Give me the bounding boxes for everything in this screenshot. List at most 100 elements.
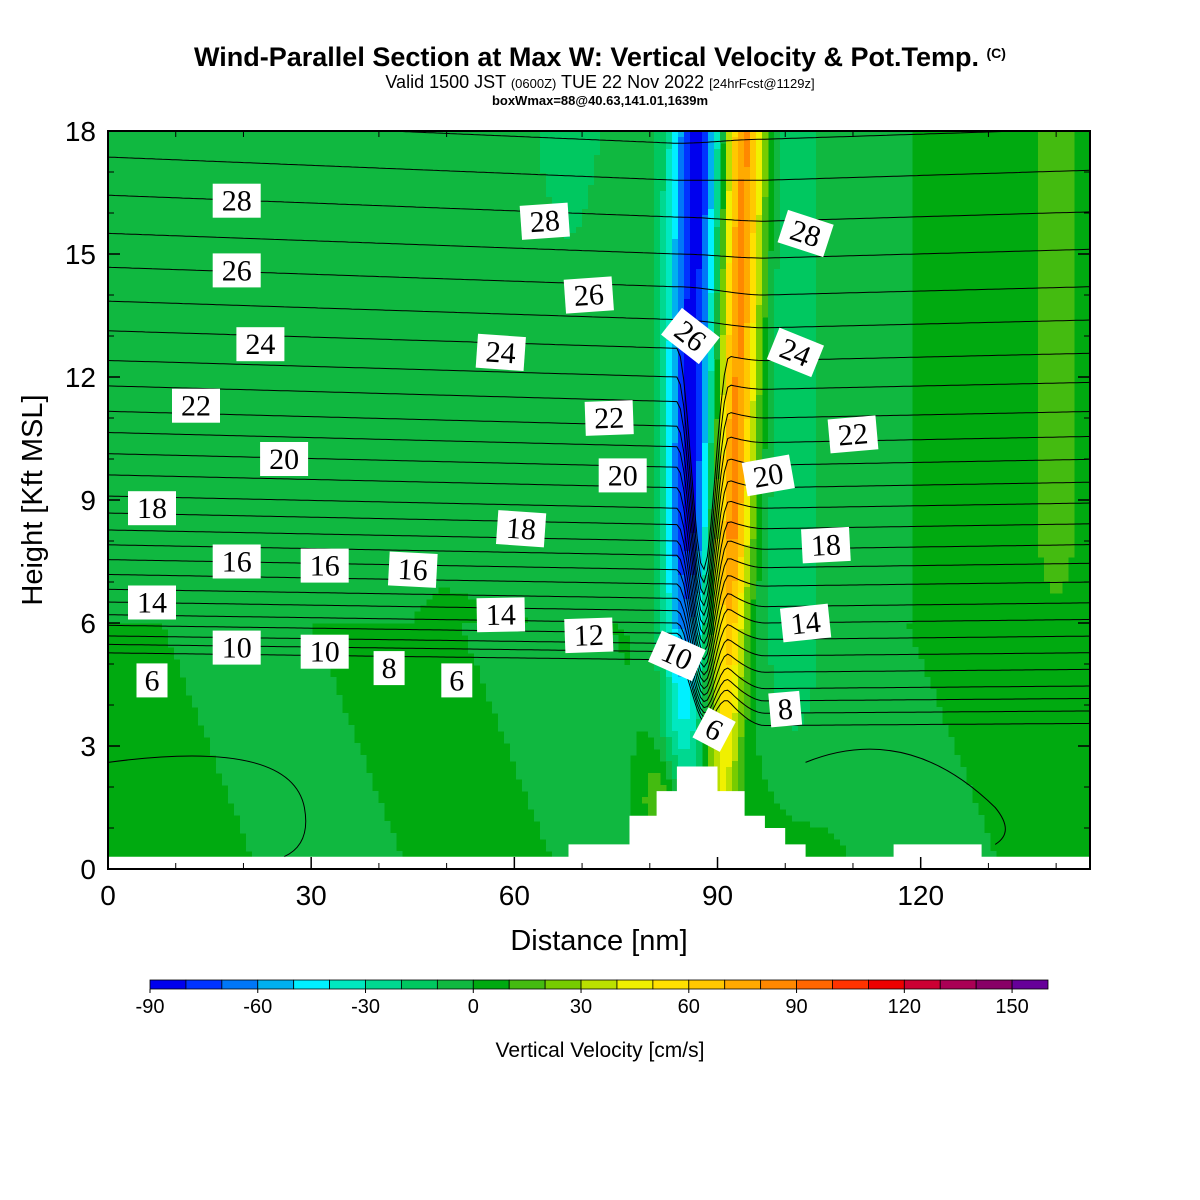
w-field-cell [756, 185, 763, 192]
w-field-cell [660, 185, 667, 192]
w-field-cell [162, 287, 169, 294]
w-field-cell [528, 329, 535, 336]
w-field-cell [576, 257, 583, 264]
w-field-cell [384, 311, 391, 318]
w-field-cell [876, 257, 883, 264]
w-field-cell [888, 203, 895, 210]
w-field-cell [132, 143, 139, 150]
w-field-cell [660, 275, 667, 282]
w-field-cell [546, 197, 553, 204]
w-field-cell [570, 203, 577, 210]
w-field-cell [666, 257, 673, 264]
w-field-cell [564, 335, 571, 342]
w-field-cell [624, 179, 631, 186]
w-field-cell [258, 149, 265, 156]
w-field-cell [144, 191, 151, 198]
w-field-cell [906, 233, 913, 240]
w-field-cell [600, 161, 607, 168]
w-field-cell [504, 221, 511, 228]
w-field-cell [642, 215, 649, 222]
w-field-cell [870, 143, 877, 150]
w-field-cell [192, 323, 199, 330]
w-field-cell [822, 263, 829, 270]
w-field-cell [720, 335, 727, 342]
w-field-cell [390, 287, 397, 294]
w-field-cell [684, 227, 691, 234]
w-field-cell [372, 203, 379, 210]
w-field-cell [360, 323, 367, 330]
w-field-cell [504, 269, 511, 276]
w-field-cell [258, 275, 265, 282]
w-field-cell [726, 167, 733, 174]
w-field-cell [264, 317, 271, 324]
w-field-cell [420, 299, 427, 306]
w-field-cell [906, 155, 913, 162]
w-field-cell [324, 161, 331, 168]
w-field-cell [594, 341, 601, 348]
w-field-cell [1056, 293, 1063, 300]
w-field-cell [504, 191, 511, 198]
w-field-cell [834, 305, 841, 312]
w-field-cell [738, 317, 745, 324]
w-field-cell [444, 227, 451, 234]
w-field-cell [738, 239, 745, 246]
w-field-cell [432, 293, 439, 300]
w-field-cell [120, 257, 127, 264]
w-field-cell [474, 245, 481, 252]
w-field-cell [798, 185, 805, 192]
w-field-cell [342, 287, 349, 294]
w-field-cell [216, 143, 223, 150]
w-field-cell [132, 275, 139, 282]
w-field-cell [318, 149, 325, 156]
w-field-cell [186, 155, 193, 162]
w-field-cell [660, 305, 667, 312]
w-field-cell [870, 191, 877, 198]
w-field-cell [162, 257, 169, 264]
w-field-cell [132, 233, 139, 240]
w-field-cell [858, 257, 865, 264]
w-field-cell [366, 143, 373, 150]
w-field-cell [402, 311, 409, 318]
w-field-cell [390, 245, 397, 252]
w-field-cell [858, 239, 865, 246]
w-field-cell [606, 233, 613, 240]
w-field-cell [618, 275, 625, 282]
w-field-cell [906, 161, 913, 168]
w-field-cell [438, 257, 445, 264]
w-field-cell [462, 143, 469, 150]
w-field-cell [396, 239, 403, 246]
w-field-cell [630, 317, 637, 324]
w-field-cell [882, 263, 889, 270]
w-field-cell [720, 239, 727, 246]
w-field-cell [348, 191, 355, 198]
w-field-cell [324, 329, 331, 336]
w-field-cell [660, 221, 667, 228]
w-field-cell [1056, 275, 1063, 282]
w-field-cell [606, 221, 613, 228]
w-field-cell [1068, 251, 1075, 258]
w-field-cell [288, 149, 295, 156]
w-field-cell [732, 131, 739, 138]
w-field-cell [360, 131, 367, 138]
w-field-cell [510, 281, 517, 288]
w-field-cell [468, 281, 475, 288]
w-field-cell [504, 317, 511, 324]
w-field-cell [738, 245, 745, 252]
w-field-cell [612, 191, 619, 198]
w-field-cell [414, 191, 421, 198]
w-field-cell [318, 293, 325, 300]
w-field-cell [756, 221, 763, 228]
w-field-cell [894, 179, 901, 186]
w-field-cell [636, 239, 643, 246]
w-field-cell [192, 287, 199, 294]
w-field-cell [906, 185, 913, 192]
w-field-cell [906, 245, 913, 252]
w-field-cell [372, 269, 379, 276]
w-field-cell [774, 275, 781, 282]
w-field-cell [678, 257, 685, 264]
w-field-cell [246, 143, 253, 150]
w-field-cell [636, 143, 643, 150]
w-field-cell [864, 317, 871, 324]
w-field-cell [462, 239, 469, 246]
w-field-cell [222, 149, 229, 156]
